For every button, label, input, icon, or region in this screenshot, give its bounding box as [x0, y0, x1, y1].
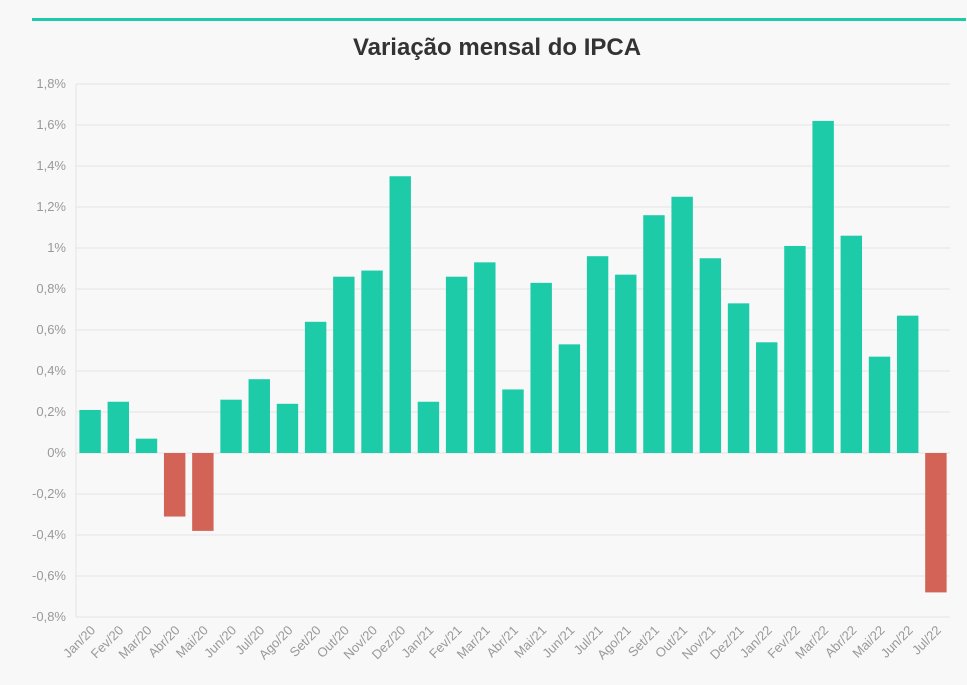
bar — [925, 453, 947, 593]
bar — [558, 344, 581, 453]
y-tick-label: -0,4% — [32, 527, 66, 542]
x-axis-ticks: Jan/20Fev/20Mar/20Abr/20Mai/20Jun/20Jul/… — [60, 623, 944, 663]
bar — [220, 399, 242, 453]
y-tick-label: 1,8% — [36, 76, 66, 91]
bar — [163, 453, 186, 517]
bar — [643, 215, 665, 453]
bar — [276, 403, 299, 453]
bar — [671, 196, 693, 453]
bar — [727, 303, 750, 453]
bar — [586, 256, 609, 453]
bar — [474, 262, 496, 453]
bar — [699, 258, 722, 453]
bar — [107, 401, 130, 453]
bar — [389, 176, 411, 453]
y-tick-label: 1,4% — [36, 158, 66, 173]
bar — [812, 120, 834, 454]
bar — [192, 453, 214, 531]
bar — [361, 270, 383, 453]
bar — [502, 389, 524, 453]
chart-title: Variação mensal do IPCA — [352, 34, 642, 61]
bar — [840, 235, 863, 453]
y-tick-label: -0,6% — [32, 568, 66, 583]
bar — [784, 245, 806, 453]
bar — [615, 274, 637, 453]
bar — [756, 342, 778, 453]
y-tick-label: 0,8% — [36, 281, 66, 296]
y-axis-ticks: 1,8% 1,6% 1,4% 1,2% 1% 0,8% 0,6% 0,4% 0,2% 0% -0,2… — [32, 76, 66, 624]
bar — [333, 276, 355, 453]
y-tick-label: -0,8% — [32, 609, 66, 624]
x-tick-label: Jun/22 — [878, 623, 916, 661]
y-tick-label: 0,4% — [36, 363, 66, 378]
y-tick-label: 1,2% — [36, 199, 66, 214]
bar — [417, 401, 440, 453]
y-tick-label: 1,6% — [36, 117, 66, 132]
bar — [304, 321, 327, 453]
y-tick-label: -0,2% — [32, 486, 66, 501]
bars — [79, 120, 947, 593]
x-tick-label: Jul/22 — [909, 623, 944, 658]
bar — [248, 379, 270, 453]
bar — [79, 409, 101, 453]
x-tick-label: Jun/20 — [201, 623, 239, 661]
y-tick-label: 0,2% — [36, 404, 66, 419]
top-accent-rule — [32, 18, 966, 21]
x-tick-label: Jun/21 — [539, 623, 577, 661]
bar — [530, 282, 552, 453]
bar — [445, 276, 468, 453]
y-tick-label: 0% — [47, 445, 66, 460]
y-tick-label: 0,6% — [36, 322, 66, 337]
bar — [896, 315, 919, 453]
y-tick-label: 1% — [47, 240, 66, 255]
bar — [135, 438, 158, 453]
bar — [868, 356, 891, 453]
